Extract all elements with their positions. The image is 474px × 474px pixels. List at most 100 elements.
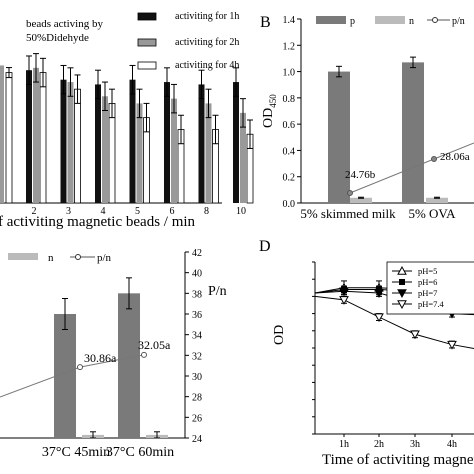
panel-c-ratio-label-0: 30.86a [84,351,117,365]
panel-b-ytick-label-1: 0.2 [283,173,296,184]
legend-a-label-1: activiting for 1h [175,11,239,22]
tick-d-3h: 3h [410,439,420,450]
tick-a-6: 6 [170,206,175,217]
panel-c-ytick-label-3: 30 [192,372,202,383]
panel-b-ytick-label-4: 0.8 [283,94,296,105]
panel-b-ratio-label-0: 24.76b [345,169,376,181]
panel-b-ytick-label-5: 1.0 [283,68,296,79]
legend-d-marker-3 [397,300,407,310]
bar-a-6-1 [164,82,170,203]
tick-a-5: 5 [135,206,140,217]
panel-d-xlabel: Time of activiting magnetic [322,452,474,468]
legend-c-label-ratio: p/n [97,252,112,264]
tick-a-8: 8 [204,206,209,217]
bar-a-partial-2h [0,65,4,203]
panel-b-ratio-point-0 [347,190,353,196]
panel-b-ylabel-main: OD [261,108,276,128]
bar-b-1-n [426,197,448,203]
bar-b-1-p [402,62,424,203]
bar-a-10-2 [240,112,246,203]
legend-d-label-2: pH=7 [418,288,437,298]
panel-d-line-pH=7.4 [314,295,474,350]
panel-c-right-axis-label: P/n [208,284,227,299]
legend-d-marker-2 [397,289,407,299]
legend-a-label-2: activiting for 2h [175,37,239,48]
marker-d-pH=7.4-0 [339,296,349,305]
bar-a-6-2 [171,98,177,203]
legend-a-swatch-1 [137,12,157,21]
tick-a-4: 4 [101,206,106,217]
panel-b-ylabel: OD450 [261,94,278,128]
bar-a-3-1 [60,79,67,203]
tick-d-2h: 2h [374,439,384,450]
panel-b-ytick-label-3: 0.6 [283,120,296,131]
panel-a-xlabel: f activiting magnetic beads / min [0,214,196,230]
panel-c-ytick-label-8: 40 [192,269,202,280]
panel-c-ratio-point-1 [141,351,147,358]
panel-c-ratio-label-1: 32.05a [138,338,171,352]
panel-b-label: B [260,14,271,31]
tick-a-2: 2 [32,206,37,217]
bar-a-2-2 [33,67,39,203]
tick-c-1: 37°C 60min [106,445,174,460]
bar-a-2-3 [39,72,47,204]
tick-a-3: 3 [66,206,71,217]
panel-c-ratio-point-0 [77,364,83,371]
tick-b-1: 5% OVA [408,206,456,221]
bar-a-10-1 [233,82,239,203]
legend-b-swatch-p [316,16,346,24]
legend-b-label-ratio: p/n [452,16,465,27]
bar-a-partial-4h [5,72,13,204]
bar-a-5-2 [136,103,143,203]
bar-b-0-n [350,197,372,203]
bar-a-8-1 [198,84,205,203]
marker-d-pH=7.4-3 [447,340,457,350]
legend-d-marker-1 [399,279,405,285]
bar-a-4-3 [108,103,116,204]
panel-b-ylabel-sub: 450 [268,94,278,108]
legend-b-label-p: p [350,16,355,27]
panel-c-ytick-label-5: 34 [192,331,202,342]
panel-c-ytick-label-9: 42 [192,248,202,259]
bar-c-0-p [54,314,76,438]
bar-a-2-1 [26,70,32,203]
panel-b-ratio-point-1 [431,156,437,162]
panel-c-ytick-label-6: 36 [192,310,202,321]
legend-c-label-n: n [48,252,54,264]
panel-c-ytick-label-4: 32 [192,351,202,362]
panel-b-ytick-label-0: 0.0 [283,199,296,210]
legend-c-ratio-marker [75,254,81,260]
legend-d-label-3: pH=7.4 [418,299,445,309]
bar-a-8-2 [205,103,212,203]
legend-c-swatch-n [8,253,38,260]
panel-c-ytick-label-7: 38 [192,289,202,300]
panel-d-label: D [259,238,271,255]
panel-a-title-line1: beads activing by [26,18,103,30]
bar-a-4-1 [95,84,101,203]
panel-a-title-line2: 50%Didehyde [26,32,89,44]
marker-d-pH=7.4-1 [374,313,384,323]
tick-a-10: 10 [236,206,246,217]
legend-b-label-n: n [409,16,414,27]
marker-d-pH=7.4-2 [410,330,420,340]
legend-b-ratio-marker [432,17,438,23]
panel-c-ytick-label-2: 28 [192,393,202,404]
panel-b-ytick-label-6: 1.2 [283,41,296,52]
legend-d-label-0: pH=5 [418,266,437,276]
panel-d-ylabel: OD [272,325,287,345]
bar-a-5-1 [129,79,136,203]
panel-b-ratio-label-1: 28.06a [440,151,470,163]
bar-a-4-2 [102,96,108,203]
bar-a-3-3 [74,88,81,204]
tick-d-1h: 1h [339,439,349,450]
bar-c-1-p [118,293,140,438]
tick-b-0: 5% skimmed milk [300,206,396,221]
bar-b-0-p [328,71,350,203]
legend-d-marker-0 [397,265,407,275]
panel-c-ytick-label-0: 24 [192,434,202,445]
panel-c-ytick-label-1: 26 [192,413,202,424]
bar-a-3-2 [67,82,74,203]
legend-a-swatch-2 [137,38,157,47]
tick-c-0: 37°C 45min [42,445,110,460]
